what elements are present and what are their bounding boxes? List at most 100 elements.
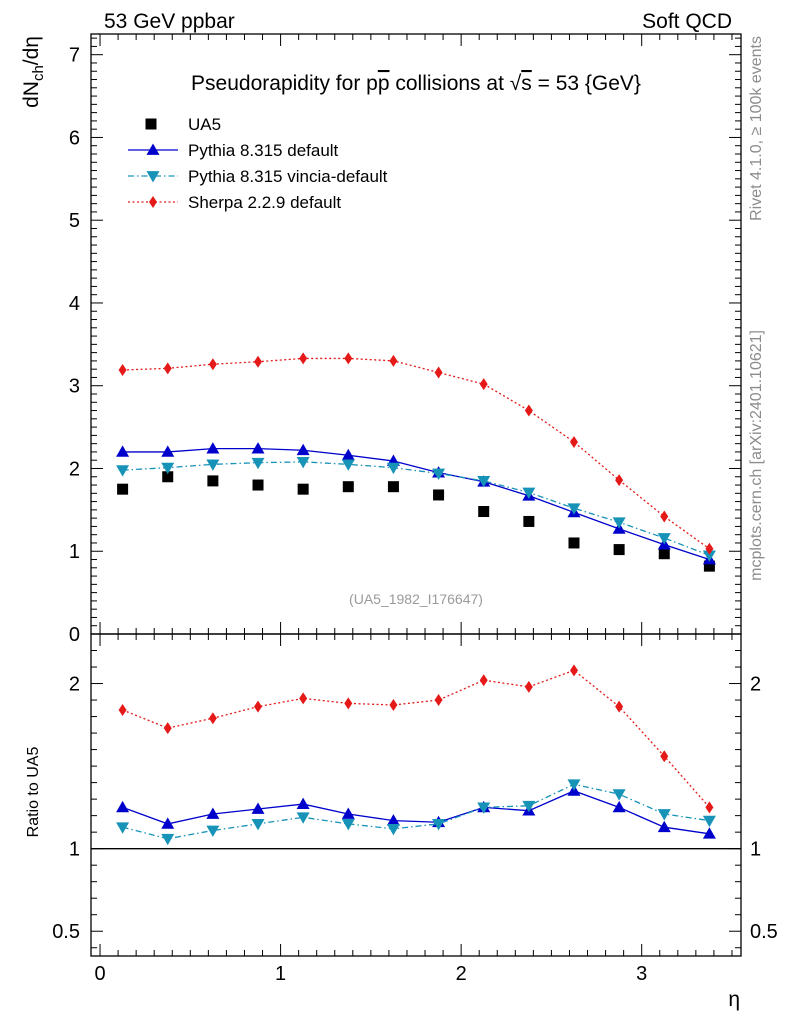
ratio-point-pythia-8-315-vincia-default [567, 779, 581, 791]
series-line-pythia-8-315-default [122, 447, 710, 561]
mcplots-label: mcplots.cern.ch [arXiv:2401.10621] [748, 330, 765, 581]
ratio-point-pythia-8-315-vincia-default [386, 823, 400, 836]
ratio-point-sherpa-2-2-9-default [344, 697, 353, 710]
ratio-point-pythia-8-315-vincia-default [161, 833, 175, 846]
series-point-sherpa-2-2-9-default [705, 542, 714, 555]
ratio-tick-label-right: 2 [750, 674, 761, 696]
ratio-panel [91, 664, 741, 850]
series-point-sherpa-2-2-9-default [524, 404, 533, 417]
ratio-tick-label-left: 1 [69, 839, 80, 861]
series-point-pythia-8-315-vincia-default [432, 468, 446, 480]
series-point-pythia-8-315-vincia-default [567, 503, 581, 515]
ratio-point-sherpa-2-2-9-default [299, 692, 308, 705]
legend-label-sherpa-2-2-9-default: Sherpa 2.2.9 default [188, 193, 341, 212]
ratio-point-pythia-8-315-vincia-default [206, 825, 220, 838]
series-point-sherpa-2-2-9-default [344, 352, 353, 365]
ratio-point-pythia-8-315-default [657, 820, 671, 833]
series-point-pythia-8-315-default [251, 442, 265, 454]
series-point-pythia-8-315-vincia-default [702, 550, 716, 562]
rivet-label: Rivet 4.1.0, ≥ 100k events [748, 36, 765, 221]
ratio-point-pythia-8-315-default [612, 800, 626, 813]
data-point-ua5 [478, 506, 490, 518]
legend: UA5 Pythia 8.315 default Pythia 8.315 vinc… [128, 115, 388, 212]
x-axis-title: η [728, 988, 740, 1011]
data-point-ua5 [342, 481, 354, 493]
ratio-point-pythia-8-315-default [206, 807, 220, 819]
data-point-ua5 [568, 537, 580, 549]
legend-label-ua5: UA5 [188, 115, 221, 134]
ratio-point-pythia-8-315-default [341, 807, 355, 819]
legend-label-pythia-8-315-vincia-default: Pythia 8.315 vincia-default [188, 167, 388, 186]
ratio-point-pythia-8-315-default [296, 797, 310, 809]
ratio-point-sherpa-2-2-9-default [163, 722, 172, 735]
data-point-ua5 [162, 471, 174, 483]
y-tick-label: 7 [69, 45, 80, 67]
x-tick-label: 1 [275, 963, 286, 985]
series-line-pythia-8-315-vincia-default [122, 461, 710, 556]
ratio-tick-label-left: 2 [69, 674, 80, 696]
y-tick-label: 5 [69, 210, 80, 232]
ratio-tick-label-right: 0.5 [750, 921, 778, 943]
ratio-point-sherpa-2-2-9-default [434, 694, 443, 707]
ratio-point-pythia-8-315-vincia-default [341, 819, 355, 831]
ratio-point-sherpa-2-2-9-default [660, 750, 669, 763]
series-point-pythia-8-315-vincia-default [161, 462, 175, 475]
y-tick-label: 6 [69, 127, 80, 149]
data-point-ua5 [207, 475, 219, 487]
series-point-pythia-8-315-vincia-default [522, 487, 536, 499]
series-point-pythia-8-315-default [296, 443, 310, 456]
ratio-point-sherpa-2-2-9-default [569, 664, 578, 677]
series-point-pythia-8-315-default [116, 445, 130, 457]
plot-title: Pseudorapidity for pp collisions at √s =… [191, 72, 641, 95]
x-tick-label: 3 [636, 963, 647, 985]
y-tick-label: 0 [69, 624, 80, 646]
ratio-point-pythia-8-315-vincia-default [116, 822, 130, 834]
ratio-point-sherpa-2-2-9-default [479, 674, 488, 687]
main-panel: Pseudorapidity for pp collisions at √s =… [128, 72, 641, 607]
series-point-sherpa-2-2-9-default [479, 378, 488, 391]
ratio-point-pythia-8-315-vincia-default [657, 809, 671, 821]
ratio-point-sherpa-2-2-9-default [705, 801, 714, 814]
legend-marker-pythia-8-315-default [146, 143, 160, 155]
series-point-sherpa-2-2-9-default [569, 436, 578, 448]
ratio-point-pythia-8-315-vincia-default [612, 789, 626, 801]
series-point-pythia-8-315-vincia-default [296, 456, 310, 469]
ratio-axis-title: Ratio to UA5 [25, 747, 42, 838]
ratio-line-sherpa-2-2-9-default [122, 669, 710, 808]
legend-label-pythia-8-315-default: Pythia 8.315 default [188, 141, 339, 160]
ratio-point-pythia-8-315-vincia-default [296, 812, 310, 824]
series-point-pythia-8-315-vincia-default [341, 459, 355, 471]
y-tick-label: 2 [69, 458, 80, 480]
data-point-ua5 [387, 481, 399, 493]
series-point-pythia-8-315-vincia-default [612, 517, 626, 529]
data-point-ua5 [433, 489, 445, 501]
y-tick-label: 1 [69, 541, 80, 563]
axes-frames: 0 1 2 3 0 1 2 3 4 5 6 7 0.5 0.5 1 1 2 2 [52, 33, 778, 985]
ratio-point-pythia-8-315-default [386, 814, 400, 826]
series-point-sherpa-2-2-9-default [254, 355, 263, 368]
series-point-sherpa-2-2-9-default [615, 474, 624, 487]
header-left: 53 GeV ppbar [104, 10, 235, 33]
ratio-point-pythia-8-315-vincia-default [432, 819, 446, 831]
ratio-frame [90, 633, 742, 957]
ratio-point-sherpa-2-2-9-default [254, 700, 263, 713]
x-tick-label: 0 [94, 963, 105, 985]
ratio-point-pythia-8-315-default [161, 817, 175, 829]
data-point-ua5 [658, 548, 670, 560]
ratio-point-pythia-8-315-default [702, 827, 716, 839]
series-point-sherpa-2-2-9-default [660, 510, 669, 523]
data-point-ua5 [613, 544, 625, 556]
series-point-pythia-8-315-vincia-default [657, 533, 671, 545]
ratio-tick-label-right: 1 [750, 839, 761, 861]
series-point-pythia-8-315-vincia-default [386, 462, 400, 475]
series-point-sherpa-2-2-9-default [208, 358, 217, 371]
series-point-pythia-8-315-default [161, 445, 175, 457]
ratio-point-pythia-8-315-vincia-default [702, 815, 716, 828]
ratio-point-pythia-8-315-vincia-default [477, 802, 491, 814]
ratio-point-pythia-8-315-vincia-default [251, 819, 265, 831]
series-point-sherpa-2-2-9-default [434, 366, 443, 379]
y-tick-label: 3 [69, 376, 80, 398]
series-point-pythia-8-315-vincia-default [116, 465, 130, 477]
y-tick-label: 4 [69, 293, 80, 315]
series-point-sherpa-2-2-9-default [299, 352, 308, 365]
